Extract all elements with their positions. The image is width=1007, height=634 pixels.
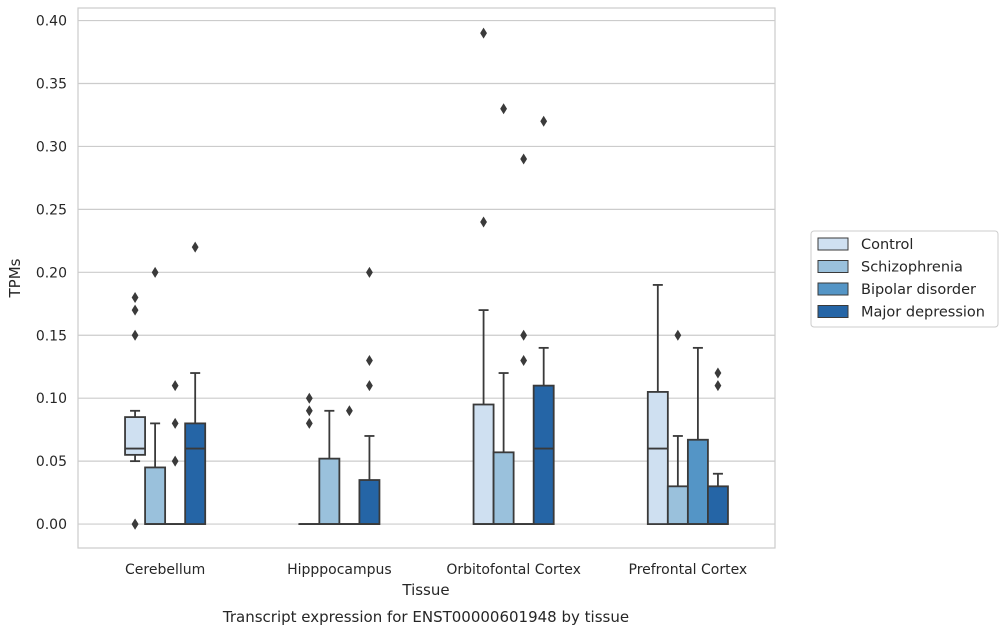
x-axis-label: Tissue xyxy=(401,581,449,599)
outlier-point xyxy=(520,354,528,366)
outlier-point xyxy=(480,27,487,39)
outlier-point xyxy=(131,292,139,304)
outlier-point xyxy=(171,417,179,429)
legend-swatch xyxy=(817,282,849,296)
y-tick-label: 0.10 xyxy=(36,391,67,407)
grid-layer xyxy=(78,19,775,525)
box xyxy=(472,403,495,525)
y-tick-label: 0.15 xyxy=(36,328,67,344)
y-tick-label: 0.05 xyxy=(36,454,67,470)
x-tick-label: Cerebellum xyxy=(125,562,205,578)
outlier-point xyxy=(305,417,313,429)
outlier-point xyxy=(171,455,179,467)
y-tick-label: 0.30 xyxy=(36,139,67,155)
legend-frame xyxy=(810,230,999,328)
box xyxy=(124,416,146,456)
y-tick-labels: 0.00 0.05 0.10 0.15 0.20 0.25 0.30 0.35 0.40 xyxy=(36,14,67,533)
outlier-point xyxy=(366,354,373,366)
box-group xyxy=(686,346,709,525)
box-group xyxy=(184,241,207,525)
outlier-point xyxy=(345,405,353,417)
outlier-point xyxy=(305,405,313,417)
outlier-point xyxy=(151,266,159,278)
outlier-point xyxy=(714,380,722,392)
box xyxy=(144,466,167,525)
box-group xyxy=(646,284,669,525)
box-group xyxy=(358,266,381,525)
y-tick-label: 0.25 xyxy=(36,202,67,218)
box-group xyxy=(338,405,361,525)
legend-swatch xyxy=(817,305,849,318)
outlier-point xyxy=(674,329,682,341)
box-group xyxy=(318,409,341,525)
box xyxy=(532,384,555,525)
x-tick-label: Prefrontal Cortex xyxy=(629,562,748,578)
box xyxy=(666,485,689,525)
y-tick-label: 0.35 xyxy=(36,77,67,93)
box xyxy=(318,457,341,525)
outlier-point xyxy=(131,304,139,316)
box-group xyxy=(472,27,495,525)
x-tick-labels: Cerebellum Hipppocampus Orbitofontal Corte… xyxy=(125,562,747,578)
plot-frame xyxy=(77,7,776,549)
box-layer xyxy=(124,27,729,530)
box xyxy=(492,451,515,525)
legend: Control Schizophrenia Bipolar disorder Majo… xyxy=(810,230,999,328)
outlier-point xyxy=(500,103,508,115)
outlier-point xyxy=(520,329,528,341)
outlier-point xyxy=(131,329,139,341)
legend-label: Control xyxy=(861,237,913,253)
legend-label: Bipolar disorder xyxy=(861,282,976,298)
outlier-point xyxy=(540,115,548,127)
box-group xyxy=(532,115,555,525)
box-group xyxy=(298,392,321,525)
outlier-point xyxy=(480,216,487,228)
legend-swatch xyxy=(817,260,849,273)
outlier-point xyxy=(520,153,528,165)
outlier-point xyxy=(191,241,199,253)
box-group xyxy=(144,266,167,525)
box-group xyxy=(124,292,146,530)
chart-caption: Transcript expression for ENST0000060194… xyxy=(222,608,629,626)
y-tick-label: 0.40 xyxy=(36,14,67,30)
legend-swatch xyxy=(817,237,849,251)
y-axis-label: TPMs xyxy=(6,258,24,298)
outlier-point xyxy=(366,380,373,392)
box-group xyxy=(164,380,187,525)
box xyxy=(358,479,381,525)
box xyxy=(646,391,669,525)
box xyxy=(686,438,709,525)
box-group xyxy=(666,329,689,525)
legend-label: Major depression xyxy=(861,305,985,321)
y-tick-label: 0.00 xyxy=(36,517,67,533)
outlier-point xyxy=(714,367,722,379)
y-tick-label: 0.20 xyxy=(36,265,67,281)
x-tick-label: Hipppocampus xyxy=(287,562,392,578)
outlier-point xyxy=(366,266,373,278)
legend-label: Schizophrenia xyxy=(861,260,963,276)
x-tick-label: Orbitofontal Cortex xyxy=(446,562,581,578)
box-group xyxy=(707,367,729,525)
box-group xyxy=(492,103,515,525)
box xyxy=(707,485,729,525)
outlier-point xyxy=(305,392,313,404)
outlier-point xyxy=(171,380,179,392)
outlier-point xyxy=(131,518,139,530)
box xyxy=(184,422,207,525)
